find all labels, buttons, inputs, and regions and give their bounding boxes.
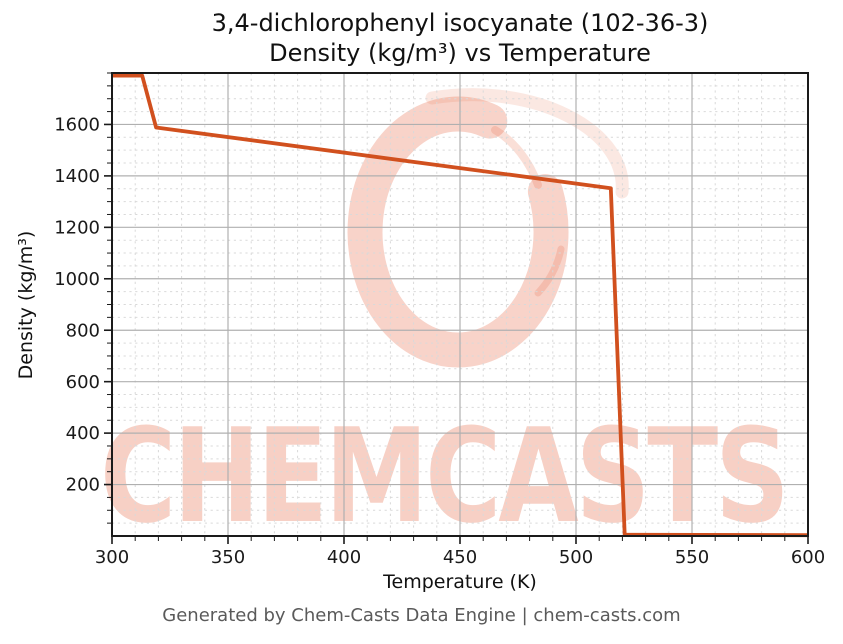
series-density-kg-m- [112,73,809,538]
x-tick-label: 500 [559,547,593,568]
y-tick-label: 1400 [54,166,100,187]
x-tick-label: 550 [675,547,709,568]
x-tick-label: 300 [95,547,129,568]
x-tick-label: 400 [327,547,361,568]
y-tick-label: 600 [66,372,100,393]
y-axis-label: Density (kg/m³) [15,230,37,380]
logo-main-c-stroke [347,96,569,368]
y-tick-label: 1600 [54,115,100,136]
x-tick-label: 450 [443,547,477,568]
y-tick-label: 800 [66,320,100,341]
chart-title-line1: 3,4-dichlorophenyl isocyanate (102-36-3) [211,9,709,37]
x-axis-label: Temperature (K) [383,571,537,593]
axes-spines [111,72,809,537]
x-tick-label: 350 [211,547,245,568]
grid-major [112,73,808,536]
y-tick-label: 1000 [54,269,100,290]
tick-marks [104,72,809,544]
chart-title-line2: Density (kg/m³) vs Temperature [269,39,651,67]
x-tick-labels: 300 350 400 450 500 550 600 [95,547,825,568]
footer-credit: Generated by Chem-Casts Data Engine | ch… [162,605,681,626]
y-tick-label: 400 [66,423,100,444]
x-tick-label: 600 [791,547,825,568]
logo-outer-sweep [425,88,629,199]
y-tick-label: 200 [66,475,100,496]
y-tick-label: 1200 [54,217,100,238]
y-tick-labels: 200 400 600 800 1000 1200 1400 1600 [54,115,100,496]
density-line [112,73,809,538]
chart-title: 3,4-dichlorophenyl isocyanate (102-36-3)… [112,8,808,68]
